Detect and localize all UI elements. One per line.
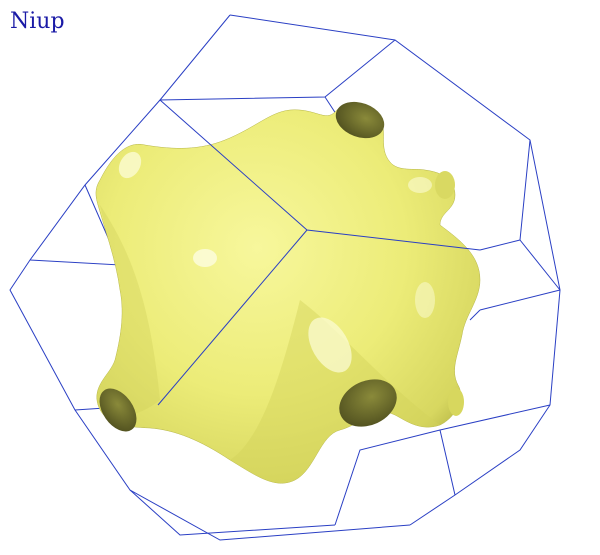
tube-opening-right: [435, 171, 455, 199]
zone-back-edges: [9, 14, 561, 541]
tube-opening-lower-right: [448, 388, 464, 416]
tube-opening-left: [99, 388, 137, 432]
fermi-surface-blob: [95, 101, 481, 484]
tube-opening-top: [335, 101, 385, 139]
zone-front-edges: [157, 99, 481, 406]
tube-opening-front: [339, 379, 397, 427]
surface-label: Niup: [10, 9, 65, 34]
